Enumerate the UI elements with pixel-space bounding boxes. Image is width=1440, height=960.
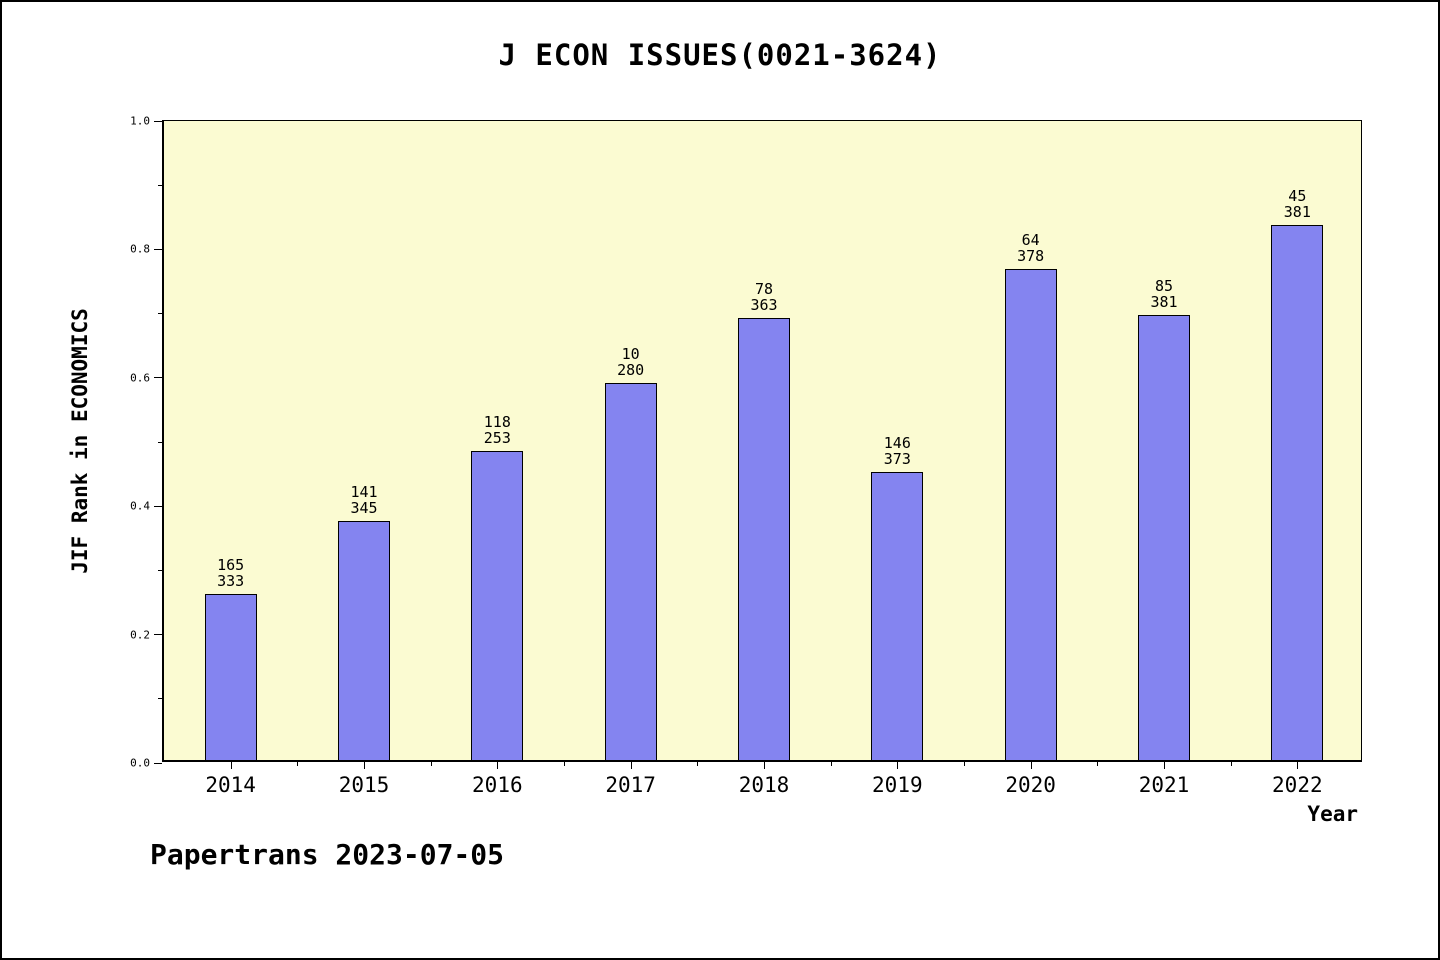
bar-value-label-2019: 146 373 bbox=[884, 435, 911, 467]
bar-rank-2019: 146 bbox=[883, 434, 911, 452]
y-tick-label-1.0: 1.0 bbox=[130, 114, 150, 128]
x-tick-2016 bbox=[497, 762, 499, 769]
bar-2021 bbox=[1138, 315, 1190, 760]
y-tick-1.0 bbox=[154, 120, 162, 122]
y-tick-label-0.0: 0.0 bbox=[130, 756, 150, 770]
x-tick-2019 bbox=[897, 762, 899, 769]
x-tick-2015 bbox=[364, 762, 365, 769]
bar-2019 bbox=[871, 472, 924, 760]
y-minor-tick bbox=[158, 313, 162, 315]
x-minor-tick bbox=[964, 762, 965, 766]
x-tick-2014 bbox=[230, 762, 232, 769]
y-axis-label: JIF Rank in ECONOMICS bbox=[68, 308, 92, 574]
x-tick-2020 bbox=[1030, 762, 1032, 769]
bar-total-2014: 333 bbox=[217, 572, 245, 590]
bar-value-label-2017: 10 280 bbox=[617, 346, 644, 378]
y-tick-0.4 bbox=[154, 505, 162, 507]
x-tick-label-2018: 2018 bbox=[738, 773, 790, 797]
bar-value-label-2020: 64 378 bbox=[1017, 232, 1044, 264]
bar-2015 bbox=[338, 521, 390, 760]
x-axis-label: Year bbox=[1307, 802, 1358, 826]
plot-area: 165 333 2014 141 345 2015 118 253 2016 10 280 2017 7… bbox=[130, 115, 1362, 797]
x-tick-label-2017: 2017 bbox=[605, 773, 656, 797]
bar-rank-2022: 45 bbox=[1288, 187, 1307, 205]
bar-total-2015: 345 bbox=[350, 499, 378, 517]
bar-2018 bbox=[738, 318, 790, 760]
y-tick-0.0 bbox=[154, 762, 162, 764]
bar-2016 bbox=[471, 451, 524, 760]
y-minor-tick bbox=[158, 441, 162, 443]
x-minor-tick bbox=[1230, 762, 1232, 766]
x-tick-2018 bbox=[764, 762, 765, 769]
bar-2020 bbox=[1004, 269, 1057, 760]
bar-total-2020: 378 bbox=[1017, 247, 1045, 265]
x-tick-label-2015: 2015 bbox=[338, 773, 390, 797]
bar-total-2017: 280 bbox=[617, 361, 645, 379]
x-tick-2021 bbox=[1164, 762, 1165, 769]
bar-total-2021: 381 bbox=[1150, 293, 1178, 311]
y-tick-label-0.8: 0.8 bbox=[130, 242, 150, 256]
x-tick-label-2019: 2019 bbox=[872, 773, 923, 797]
bar-2014 bbox=[204, 594, 257, 760]
bar-total-2016: 253 bbox=[483, 429, 511, 447]
x-minor-tick bbox=[564, 762, 565, 766]
y-tick-label-0.4: 0.4 bbox=[130, 499, 150, 513]
x-tick-label-2022: 2022 bbox=[1272, 773, 1323, 797]
x-minor-tick bbox=[830, 762, 832, 766]
x-tick-label-2014: 2014 bbox=[205, 773, 256, 797]
x-minor-tick bbox=[430, 762, 432, 766]
y-tick-label-0.2: 0.2 bbox=[130, 628, 150, 642]
x-tick-label-2020: 2020 bbox=[1005, 773, 1056, 797]
bar-value-label-2014: 165 333 bbox=[217, 557, 244, 589]
x-tick-label-2016: 2016 bbox=[472, 773, 523, 797]
x-minor-tick bbox=[697, 762, 699, 766]
bar-value-label-2015: 141 345 bbox=[350, 484, 377, 516]
y-tick-0.8 bbox=[154, 248, 162, 250]
bar-2022 bbox=[1271, 225, 1324, 760]
bar-rank-2015: 141 bbox=[350, 483, 378, 501]
y-minor-tick bbox=[158, 184, 162, 186]
x-tick-2017 bbox=[630, 762, 632, 769]
x-tick-label-2021: 2021 bbox=[1138, 773, 1190, 797]
bar-rank-2016: 118 bbox=[483, 413, 511, 431]
bar-total-2018: 363 bbox=[750, 296, 778, 314]
bar-value-label-2022: 45 381 bbox=[1284, 188, 1311, 220]
y-tick-0.6 bbox=[154, 377, 162, 379]
footer-text: Papertrans 2023-07-05 bbox=[150, 838, 505, 871]
bar-total-2019: 373 bbox=[883, 450, 911, 468]
y-tick-0.2 bbox=[154, 634, 162, 636]
bar-rank-2020: 64 bbox=[1021, 231, 1040, 249]
y-minor-tick bbox=[158, 569, 162, 571]
bar-rank-2021: 85 bbox=[1154, 277, 1174, 295]
y-tick-label-0.6: 0.6 bbox=[130, 371, 150, 385]
bar-value-label-2016: 118 253 bbox=[484, 414, 511, 446]
bar-rank-2017: 10 bbox=[621, 345, 640, 363]
bar-value-label-2021: 85 381 bbox=[1150, 278, 1177, 310]
x-tick-2022 bbox=[1297, 762, 1299, 769]
x-minor-tick bbox=[1097, 762, 1099, 766]
bar-value-label-2018: 78 363 bbox=[750, 281, 777, 313]
y-minor-tick bbox=[158, 698, 162, 700]
x-minor-tick bbox=[297, 762, 299, 766]
chart-title: J ECON ISSUES(0021-3624) bbox=[498, 38, 942, 72]
bar-rank-2014: 165 bbox=[217, 556, 245, 574]
bar-total-2022: 381 bbox=[1283, 203, 1311, 221]
bar-2017 bbox=[604, 383, 657, 760]
bar-rank-2018: 78 bbox=[754, 280, 774, 298]
